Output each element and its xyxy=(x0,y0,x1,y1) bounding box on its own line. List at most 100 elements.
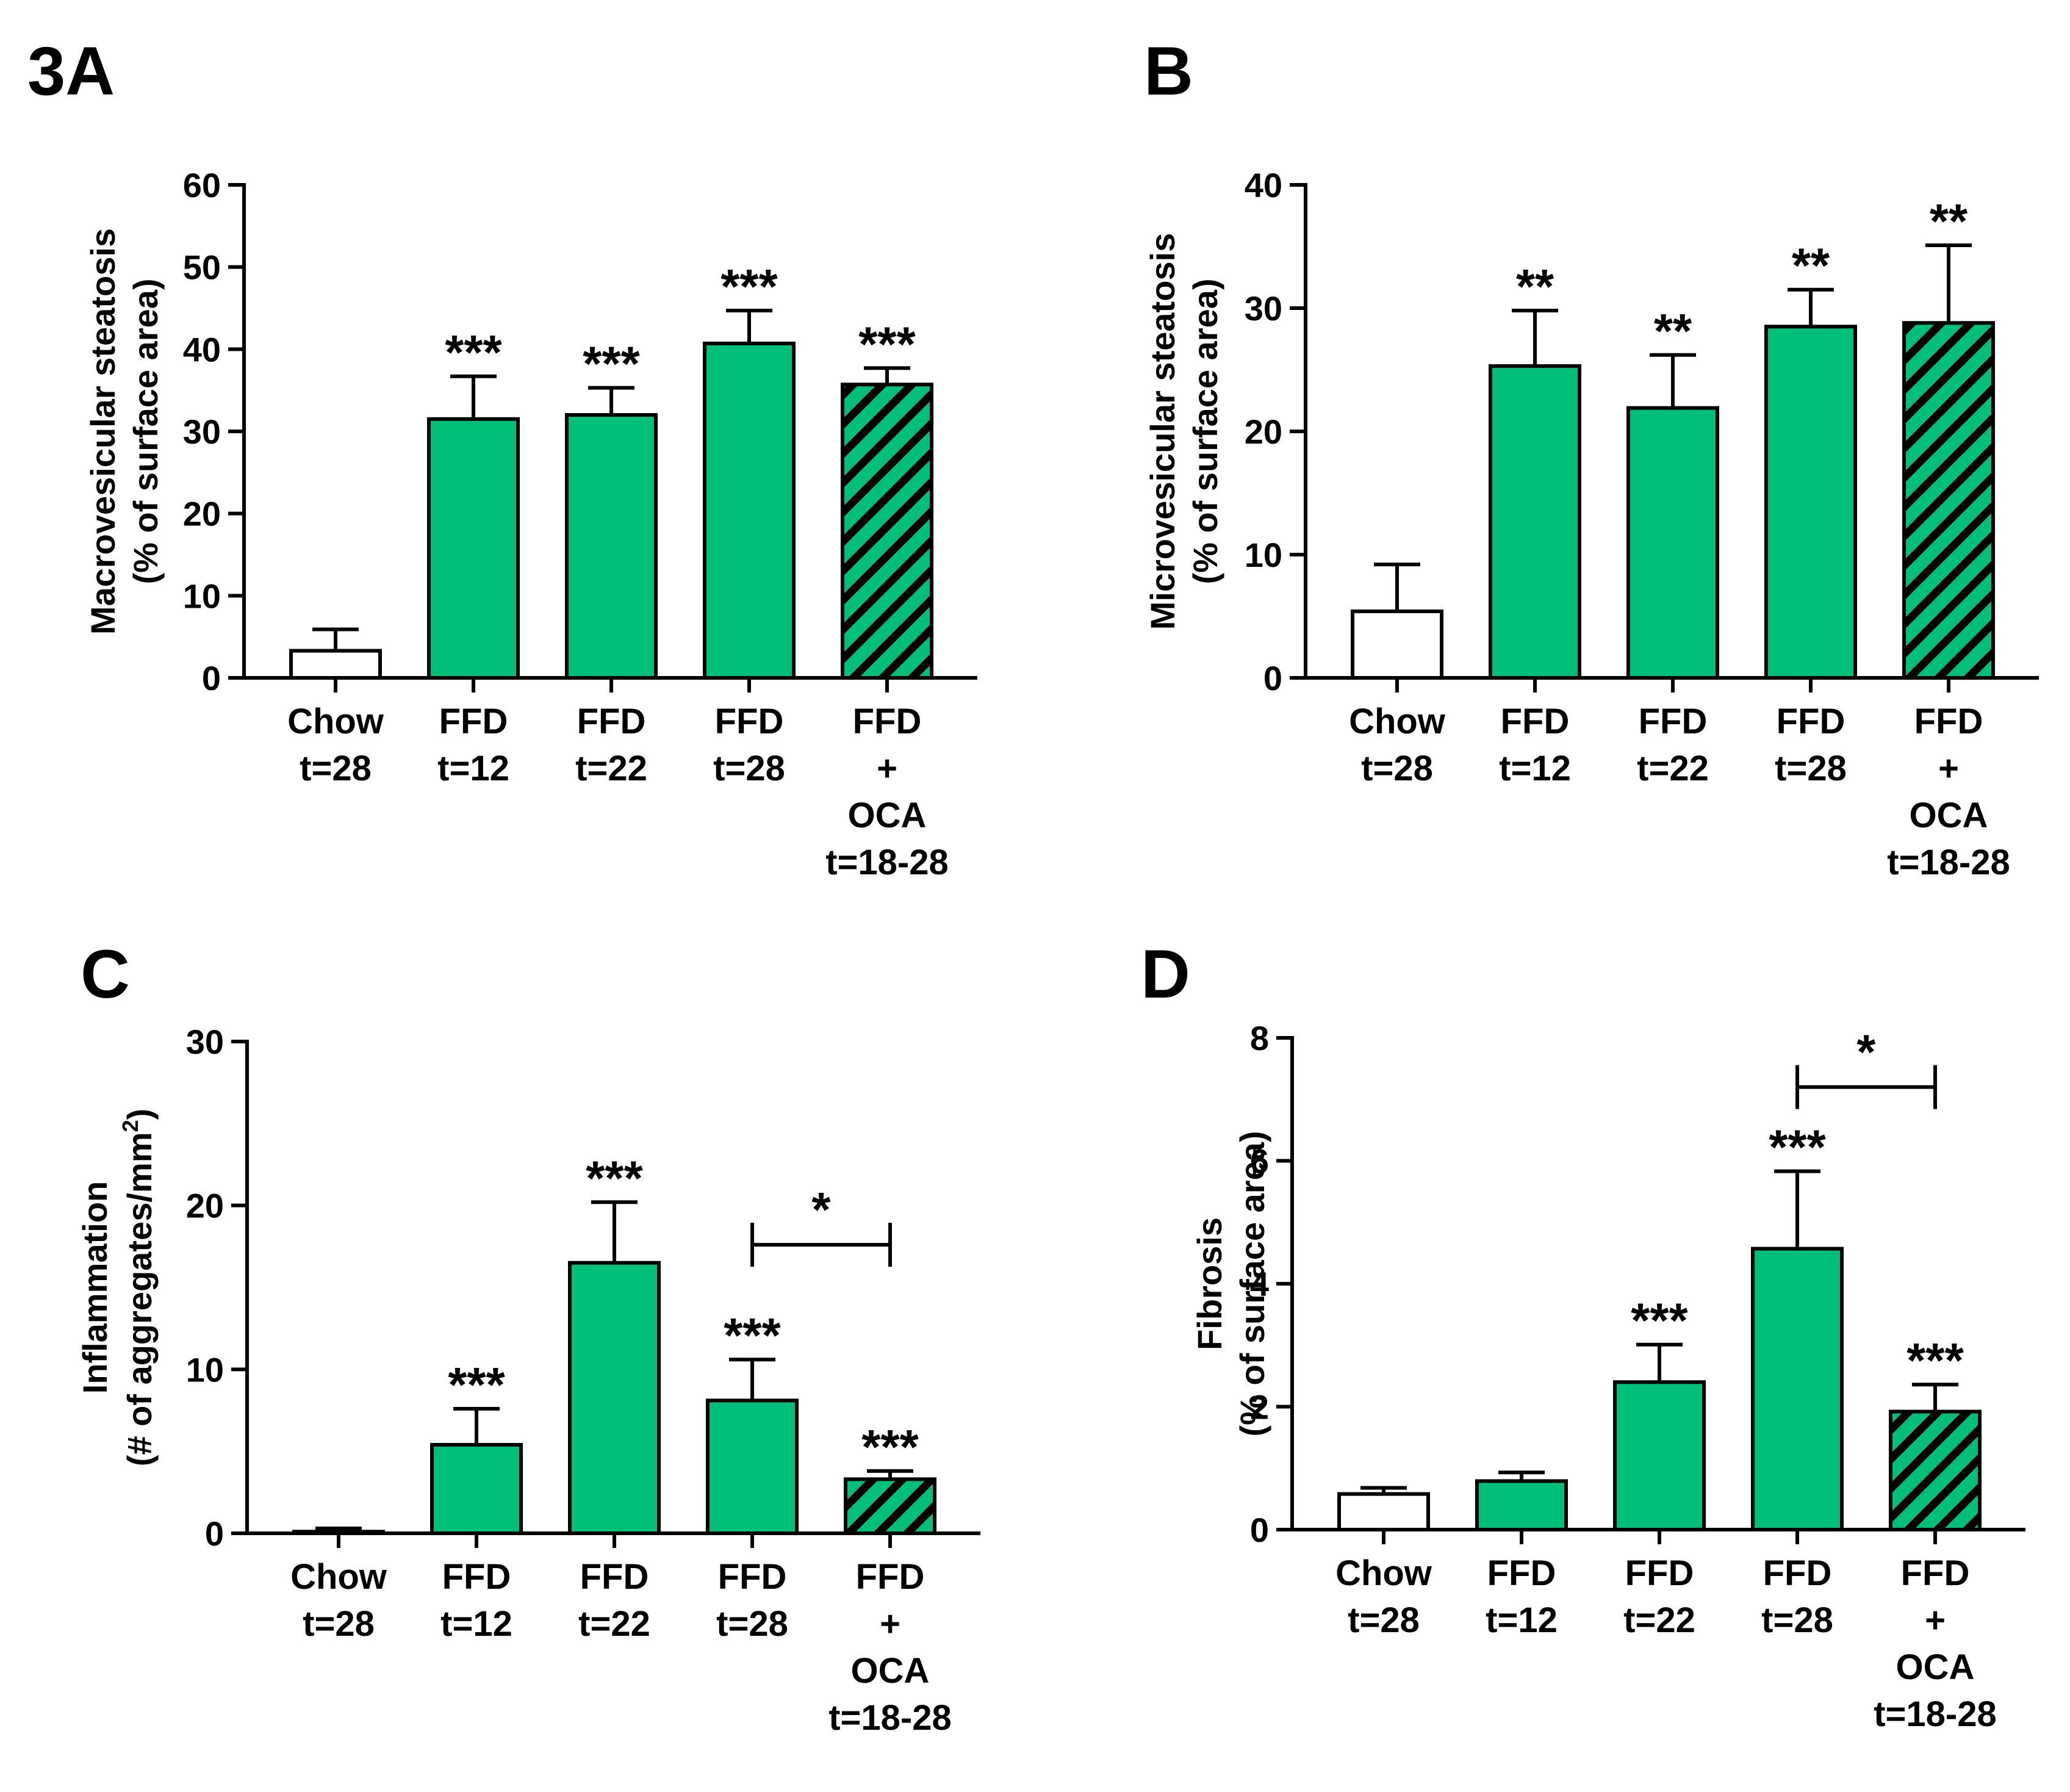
y-tick-label: 6 xyxy=(1250,1142,1269,1181)
y-axis-label-line2: (% of surface area) xyxy=(1233,1131,1271,1436)
y-tick-label: 10 xyxy=(186,1350,224,1389)
bar xyxy=(1764,325,1857,680)
bar xyxy=(427,417,520,680)
x-tick-label: FFD xyxy=(1901,1553,1970,1593)
x-tick-label: FFD xyxy=(580,1557,649,1597)
y-tick-label: 20 xyxy=(1245,412,1282,451)
bar xyxy=(1337,1492,1430,1531)
x-tick-label: t=28 xyxy=(713,749,785,788)
y-tick-label: 0 xyxy=(205,1514,224,1553)
bar xyxy=(1889,1409,1982,1532)
y-axis-label-line1: Fibrosis xyxy=(1190,1217,1229,1350)
y-axis-label-line2: (% of surface area) xyxy=(126,278,165,584)
x-tick-label: t=28 xyxy=(300,749,372,788)
x-tick-label: Chow xyxy=(1335,1553,1432,1593)
significance-label: *** xyxy=(583,337,640,391)
y-tick-label: 20 xyxy=(186,1187,224,1225)
bar xyxy=(1475,1479,1568,1531)
panel-d: D 0 2 4 6 8 Fibrosis (% of surface area) Chow t=2… xyxy=(1141,936,2025,1734)
bar xyxy=(1613,1380,1706,1531)
y-tick-label: 2 xyxy=(1250,1388,1269,1427)
y-axis-label-line2: (# of aggregates/mm2) xyxy=(118,1109,159,1466)
significance-label: ** xyxy=(1792,239,1830,293)
y-tick-label: 50 xyxy=(183,248,221,287)
x-tick-label: t=12 xyxy=(440,1604,512,1644)
x-tick-label: FFD xyxy=(442,1557,511,1597)
x-tick-label: Chow xyxy=(290,1557,387,1597)
x-tick-label: FFD xyxy=(1487,1553,1556,1593)
x-tick-label: t=12 xyxy=(437,749,509,788)
significance-label: *** xyxy=(586,1151,643,1205)
significance-label: *** xyxy=(858,317,916,371)
bar xyxy=(1489,364,1581,680)
y-tick-label: 0 xyxy=(1263,659,1282,697)
bar xyxy=(1351,609,1443,680)
y-tick-label: 0 xyxy=(202,659,221,697)
x-tick-label: t=18-28 xyxy=(828,1698,952,1738)
x-tick-label: t=22 xyxy=(1623,1600,1695,1640)
x-tick-label: + xyxy=(1938,749,1959,788)
x-tick-label: FFD xyxy=(1639,702,1708,741)
x-tick-label: t=22 xyxy=(575,749,647,788)
y-tick-label: 40 xyxy=(183,330,221,369)
x-tick-label: Chow xyxy=(287,702,384,741)
significance-label: *** xyxy=(1906,1333,1964,1387)
y-tick-label: 40 xyxy=(1245,166,1282,204)
panel-3a: 3A 0 10 20 30 40 50 60 Macrovesicular steatosis(… xyxy=(27,33,977,882)
y-axis-label-line1: Inflammation xyxy=(76,1181,114,1394)
y-axis-label-text: ) xyxy=(120,1109,159,1120)
significance-label: ** xyxy=(1930,194,1968,248)
y-tick-label: 60 xyxy=(183,166,221,204)
panel-c: C 0 10 20 30 Inflammation (# of aggregates/mm2… xyxy=(76,936,980,1738)
comparison-significance-label: * xyxy=(811,1182,831,1237)
x-tick-label: FFD xyxy=(577,702,646,741)
x-tick-label: FFD xyxy=(1763,1553,1832,1593)
x-tick-label: t=22 xyxy=(578,1604,650,1644)
x-tick-label: t=18-28 xyxy=(1874,1694,1997,1734)
x-tick-label: t=18-28 xyxy=(1887,843,2010,882)
bar xyxy=(844,1477,936,1536)
x-tick-label: t=18-28 xyxy=(825,843,949,882)
x-tick-label: FFD xyxy=(1501,702,1570,741)
bar xyxy=(1902,321,1995,680)
bar xyxy=(841,383,933,680)
x-tick-label: FFD xyxy=(856,1557,925,1597)
comparison-significance-label: * xyxy=(1856,1025,1876,1079)
x-tick-label: + xyxy=(880,1604,900,1644)
x-tick-label: t=28 xyxy=(1361,749,1433,788)
x-tick-label: Chow xyxy=(1349,702,1446,741)
bar xyxy=(1751,1247,1844,1531)
bar xyxy=(565,413,658,680)
x-tick-label: FFD xyxy=(439,702,508,741)
x-tick-label: FFD xyxy=(1914,702,1983,741)
significance-label: *** xyxy=(445,325,502,380)
x-tick-label: OCA xyxy=(851,1651,930,1691)
y-tick-label: 0 xyxy=(1250,1511,1269,1549)
y-axis-label-text: (# of aggregates/mm xyxy=(120,1132,159,1466)
y-axis-label-line2: (% of surface area) xyxy=(1186,278,1224,584)
x-tick-label: FFD xyxy=(853,702,922,741)
x-tick-label: FFD xyxy=(718,1557,787,1597)
panel-label: 3A xyxy=(27,33,115,109)
bar xyxy=(568,1261,661,1535)
significance-label: *** xyxy=(724,1308,781,1362)
x-tick-label: + xyxy=(877,749,897,788)
bar xyxy=(1626,406,1719,680)
panel-label: C xyxy=(81,936,130,1012)
x-tick-label: t=28 xyxy=(716,1604,788,1644)
bar xyxy=(292,1530,385,1535)
y-tick-label: 30 xyxy=(1245,289,1282,328)
y-axis-label-superscript: 2 xyxy=(118,1120,143,1132)
x-tick-label: t=12 xyxy=(1499,749,1571,788)
x-tick-label: OCA xyxy=(1910,796,1988,835)
panel-label: D xyxy=(1141,936,1190,1012)
x-tick-label: FFD xyxy=(1625,1553,1694,1593)
x-tick-label: t=28 xyxy=(303,1604,375,1644)
y-tick-label: 30 xyxy=(186,1023,224,1061)
x-tick-label: t=12 xyxy=(1486,1600,1558,1640)
x-tick-label: FFD xyxy=(1777,702,1845,741)
y-tick-label: 10 xyxy=(183,577,221,615)
bar xyxy=(703,341,796,680)
y-tick-label: 10 xyxy=(1245,536,1282,574)
